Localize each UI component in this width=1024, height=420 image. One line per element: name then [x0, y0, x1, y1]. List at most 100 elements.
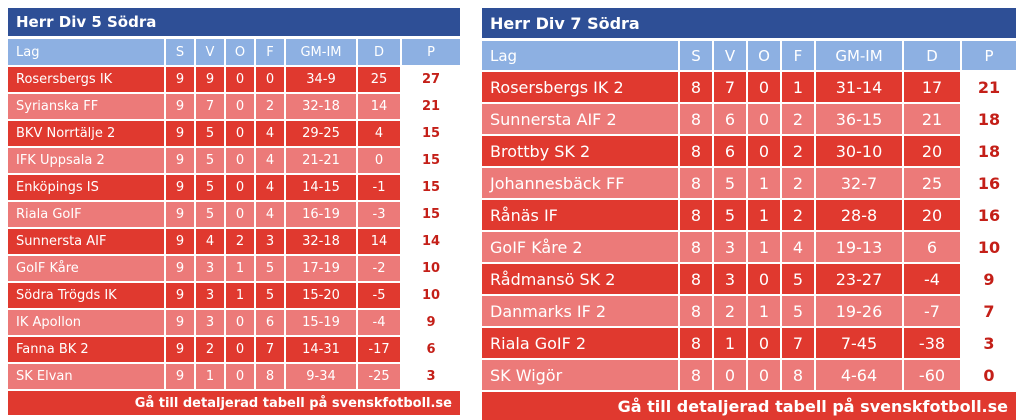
- played-cell: 8: [678, 134, 712, 166]
- lost-cell: 4: [780, 230, 814, 262]
- lost-cell: 2: [780, 166, 814, 198]
- lost-cell: 4: [254, 119, 284, 146]
- col-header-team: Lag: [482, 41, 678, 70]
- won-cell: 7: [712, 70, 746, 102]
- table-row: Södra Trögds IK 9 3 1 5 15-20 -5 10: [8, 281, 460, 308]
- team-cell: Danmarks IF 2: [482, 294, 678, 326]
- played-cell: 8: [678, 358, 712, 390]
- points-cell: 15: [400, 173, 460, 200]
- played-cell: 8: [678, 70, 712, 102]
- drawn-cell: 0: [224, 119, 254, 146]
- diff-cell: -38: [902, 326, 960, 358]
- goals-cell: 31-14: [814, 70, 902, 102]
- lost-cell: 4: [254, 200, 284, 227]
- drawn-cell: 0: [746, 326, 780, 358]
- team-cell: Rosersbergs IK 2: [482, 70, 678, 102]
- table-row: GoIF Kåre 9 3 1 5 17-19 -2 10: [8, 254, 460, 281]
- team-cell: Rosersbergs IK: [8, 65, 164, 92]
- won-cell: 1: [712, 326, 746, 358]
- team-cell: Riala GoIF: [8, 200, 164, 227]
- points-cell: 18: [960, 134, 1016, 166]
- won-cell: 5: [194, 119, 224, 146]
- goals-cell: 4-64: [814, 358, 902, 390]
- col-header-played: S: [164, 39, 194, 65]
- played-cell: 8: [678, 262, 712, 294]
- lost-cell: 5: [780, 294, 814, 326]
- table-row: Syrianska FF 9 7 0 2 32-18 14 21: [8, 92, 460, 119]
- drawn-cell: 0: [224, 65, 254, 92]
- won-cell: 5: [194, 146, 224, 173]
- goals-cell: 16-19: [284, 200, 356, 227]
- played-cell: 8: [678, 198, 712, 230]
- points-cell: 10: [400, 254, 460, 281]
- goals-cell: 34-9: [284, 65, 356, 92]
- diff-cell: -5: [356, 281, 400, 308]
- team-cell: SK Elvan: [8, 362, 164, 389]
- points-cell: 6: [400, 335, 460, 362]
- goals-cell: 32-18: [284, 92, 356, 119]
- lost-cell: 2: [780, 102, 814, 134]
- played-cell: 8: [678, 294, 712, 326]
- team-cell: Rånäs IF: [482, 198, 678, 230]
- points-cell: 15: [400, 200, 460, 227]
- col-header-drawn: O: [746, 41, 780, 70]
- team-cell: GoIF Kåre: [8, 254, 164, 281]
- col-header-diff: D: [356, 39, 400, 65]
- detail-link[interactable]: Gå till detaljerad tabell på svenskfotbo…: [8, 389, 460, 415]
- diff-cell: -4: [356, 308, 400, 335]
- diff-cell: -25: [356, 362, 400, 389]
- lost-cell: 8: [780, 358, 814, 390]
- standings-table: Lag S V O F GM-IM D P Rosersbergs IK 9 9 0 0…: [8, 39, 460, 389]
- lost-cell: 5: [254, 281, 284, 308]
- points-cell: 21: [400, 92, 460, 119]
- lost-cell: 6: [254, 308, 284, 335]
- diff-cell: 14: [356, 92, 400, 119]
- lost-cell: 4: [254, 173, 284, 200]
- goals-cell: 7-45: [814, 326, 902, 358]
- diff-cell: 20: [902, 134, 960, 166]
- won-cell: 5: [194, 173, 224, 200]
- drawn-cell: 0: [224, 92, 254, 119]
- goals-cell: 29-25: [284, 119, 356, 146]
- diff-cell: 20: [902, 198, 960, 230]
- table-row: Rånäs IF 8 5 1 2 28-8 20 16: [482, 198, 1016, 230]
- played-cell: 9: [164, 281, 194, 308]
- diff-cell: 21: [902, 102, 960, 134]
- team-cell: Enköpings IS: [8, 173, 164, 200]
- goals-cell: 23-27: [814, 262, 902, 294]
- diff-cell: -3: [356, 200, 400, 227]
- goals-cell: 32-7: [814, 166, 902, 198]
- drawn-cell: 1: [746, 230, 780, 262]
- points-cell: 21: [960, 70, 1016, 102]
- team-cell: Sunnersta AIF 2: [482, 102, 678, 134]
- detail-link[interactable]: Gå till detaljerad tabell på svenskfotbo…: [482, 390, 1016, 420]
- header-row: Lag S V O F GM-IM D P: [8, 39, 460, 65]
- table-row: IFK Uppsala 2 9 5 0 4 21-21 0 15: [8, 146, 460, 173]
- goals-cell: 19-26: [814, 294, 902, 326]
- drawn-cell: 0: [224, 308, 254, 335]
- won-cell: 5: [712, 166, 746, 198]
- lost-cell: 7: [780, 326, 814, 358]
- goals-cell: 32-18: [284, 227, 356, 254]
- drawn-cell: 0: [746, 262, 780, 294]
- played-cell: 9: [164, 254, 194, 281]
- diff-cell: -1: [356, 173, 400, 200]
- table-row: Rosersbergs IK 9 9 0 0 34-9 25 27: [8, 65, 460, 92]
- played-cell: 9: [164, 146, 194, 173]
- goals-cell: 19-13: [814, 230, 902, 262]
- drawn-cell: 0: [224, 146, 254, 173]
- drawn-cell: 1: [746, 294, 780, 326]
- drawn-cell: 0: [746, 70, 780, 102]
- col-header-goals: GM-IM: [814, 41, 902, 70]
- table-row: SK Wigör 8 0 0 8 4-64 -60 0: [482, 358, 1016, 390]
- table-row: Johannesbäck FF 8 5 1 2 32-7 25 16: [482, 166, 1016, 198]
- played-cell: 9: [164, 173, 194, 200]
- team-cell: Fanna BK 2: [8, 335, 164, 362]
- drawn-cell: 1: [224, 281, 254, 308]
- team-cell: SK Wigör: [482, 358, 678, 390]
- table-row: Brottby SK 2 8 6 0 2 30-10 20 18: [482, 134, 1016, 166]
- drawn-cell: 1: [746, 166, 780, 198]
- table-row: GoIF Kåre 2 8 3 1 4 19-13 6 10: [482, 230, 1016, 262]
- goals-cell: 21-21: [284, 146, 356, 173]
- table-title: Herr Div 5 Södra: [8, 8, 460, 36]
